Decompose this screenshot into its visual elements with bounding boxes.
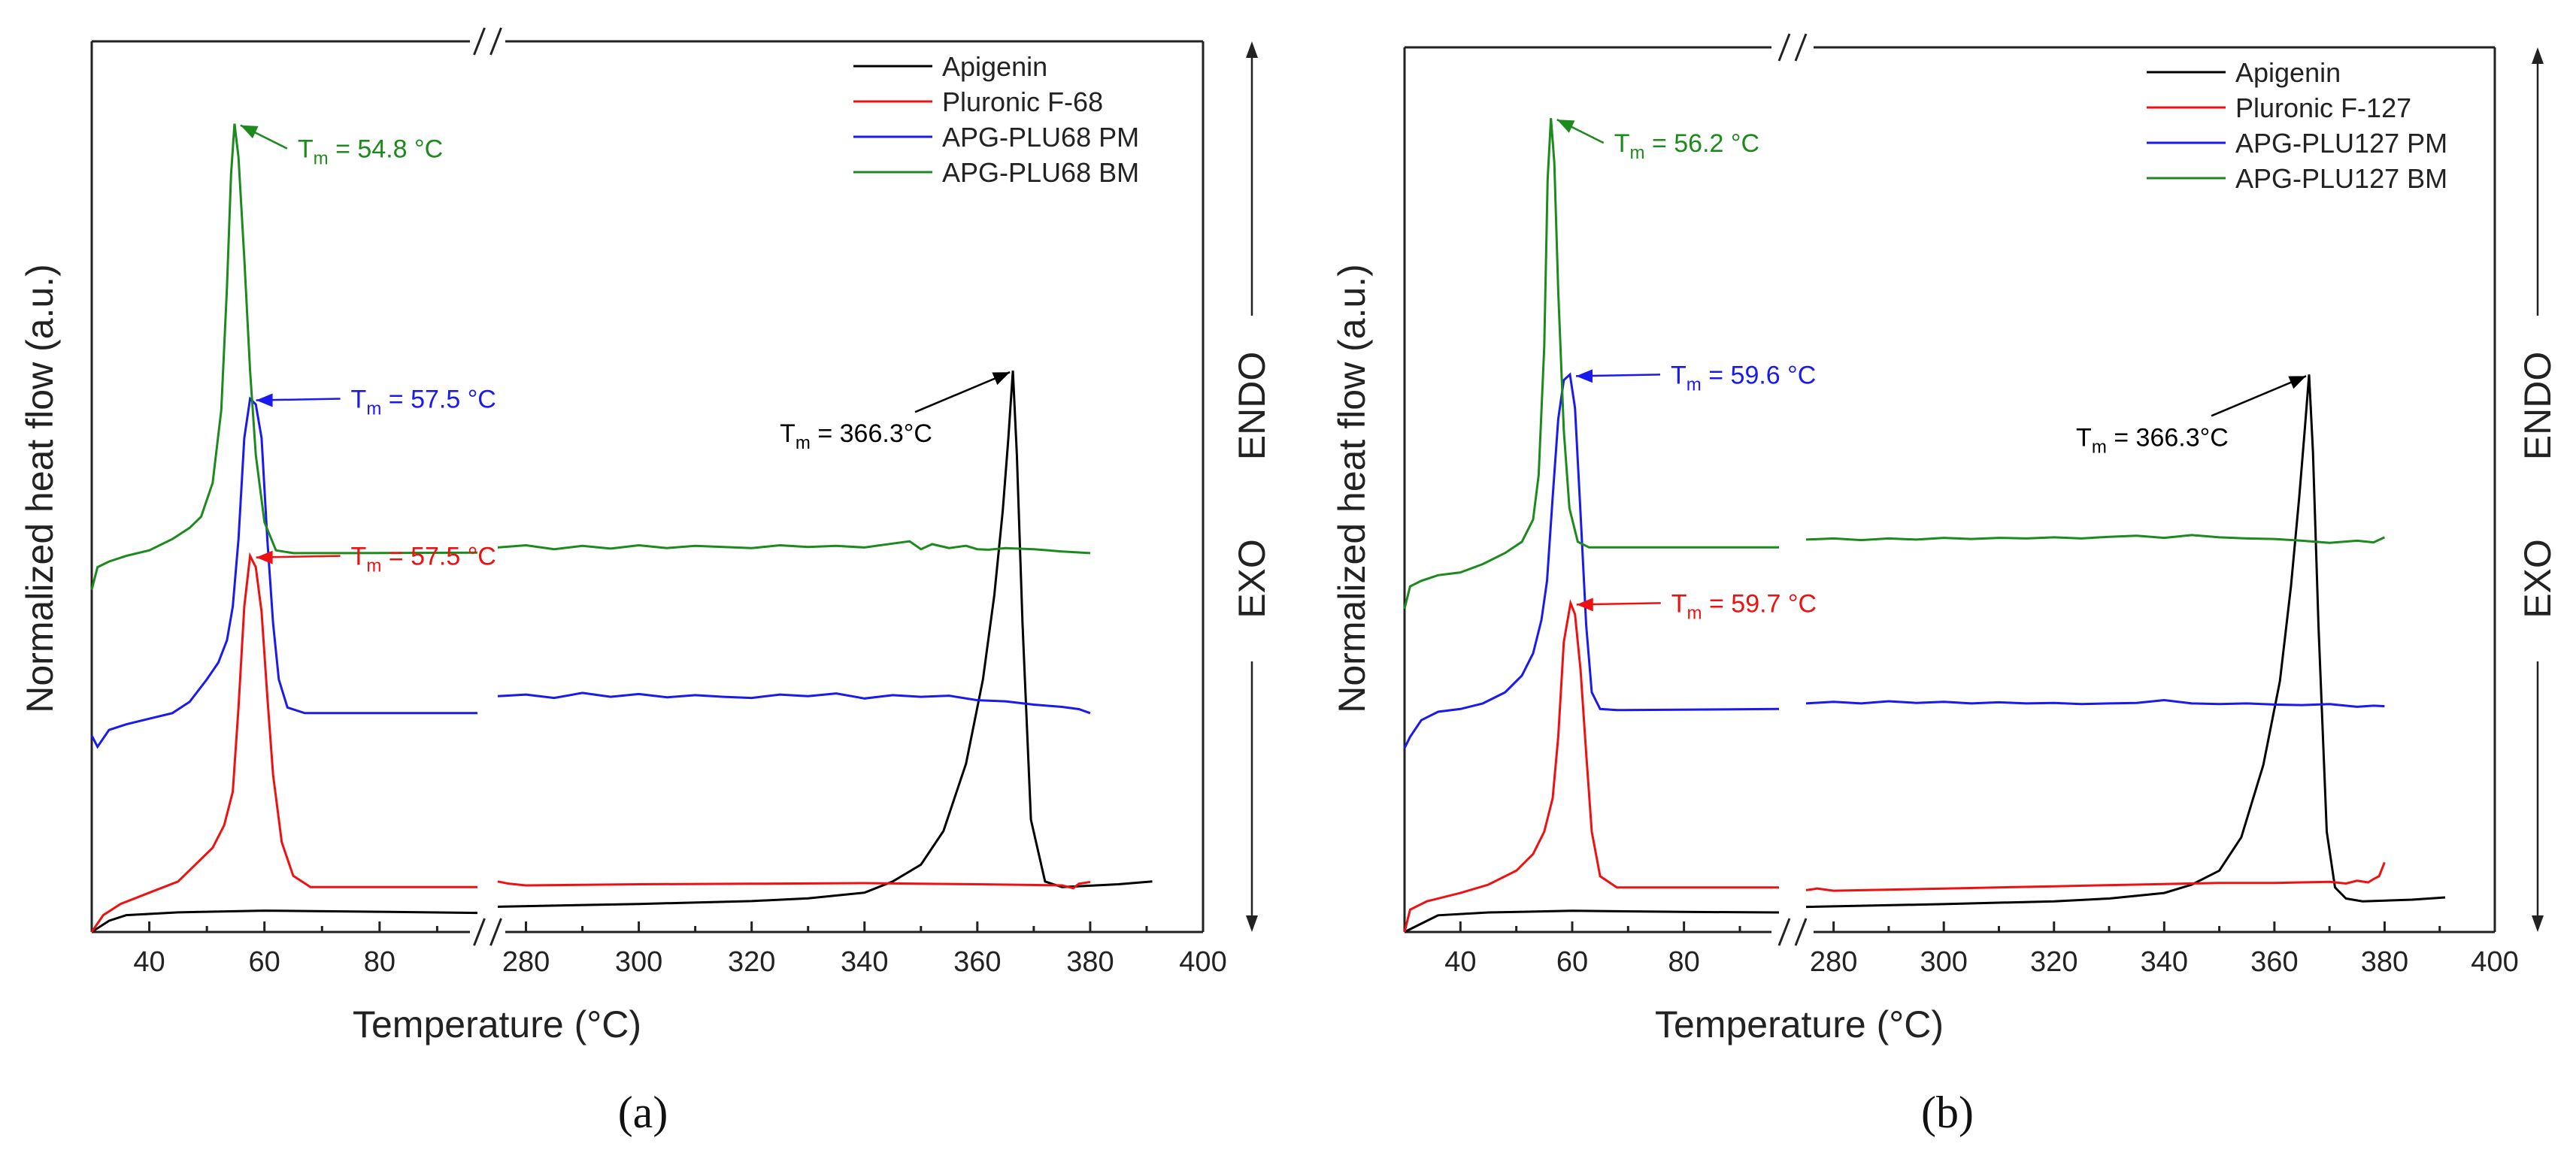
- exo-label: EXO: [2517, 539, 2559, 619]
- annotation-label: Tm = 59.6 °C: [1671, 361, 1816, 395]
- x-tick-label: 380: [2361, 946, 2408, 978]
- series-line-high: [497, 691, 1091, 715]
- annotation-label: Tm = 366.3°C: [780, 419, 932, 453]
- x-tick-label: 400: [1179, 946, 1226, 978]
- x-tick-label: 60: [1556, 946, 1588, 978]
- annotation-arrowhead: [1556, 120, 1575, 133]
- y-axis-label: Normalized heat flow (a.u.): [19, 264, 61, 713]
- y-axis-label: Normalized heat flow (a.u.): [1331, 264, 1373, 713]
- exo-label: EXO: [1231, 539, 1273, 619]
- exo-arrowhead: [1246, 915, 1258, 932]
- x-tick-label: 60: [249, 946, 280, 978]
- annotation-arrowhead: [1576, 369, 1593, 383]
- x-tick-label: 320: [2030, 946, 2077, 978]
- endo-label: ENDO: [1231, 352, 1273, 460]
- annotation-arrowhead: [992, 372, 1011, 386]
- annotation-label: Tm = 57.5 °C: [351, 543, 496, 576]
- chart-panel-a: 40 60 80 280 300 320 340 360 380 400 Temperature (…: [19, 27, 1273, 1137]
- panel-label: (b): [1921, 1088, 1974, 1137]
- axis-break-mark: [489, 27, 502, 56]
- legend-entry: Pluronic F-68: [942, 86, 1103, 117]
- series-line-low: [1403, 372, 1780, 749]
- x-tick-label: 40: [133, 946, 165, 978]
- annotation-label: Tm = 59.7 °C: [1671, 589, 1817, 623]
- exo-arrowhead: [2532, 915, 2544, 932]
- x-tick-label: 300: [1920, 946, 1967, 978]
- x-tick-label: 320: [728, 946, 775, 978]
- legend-entry: Apigenin: [2235, 57, 2341, 88]
- axis-break-mark: [1777, 918, 1791, 946]
- series-line-high: [497, 540, 1090, 555]
- chart-panel-b: 40 60 80 280 300 320 340 360 380 400 Temperature (…: [1331, 33, 2559, 1137]
- annotation-arrowhead: [256, 393, 273, 407]
- annotation-label: Tm = 57.5 °C: [351, 386, 496, 419]
- annotation-label: Tm = 54.8 °C: [298, 135, 443, 169]
- legend-entry: APG-PLU68 BM: [942, 157, 1139, 188]
- annotation-arrowhead: [240, 125, 259, 139]
- annotation-label: Tm = 366.3°C: [2076, 423, 2229, 457]
- annotation-label: Tm = 56.2 °C: [1614, 129, 1759, 163]
- series-line-low: [90, 552, 477, 933]
- axis-break-mark: [473, 27, 486, 56]
- x-axis-label: Temperature (°C): [1655, 1003, 1944, 1045]
- axis-break-mark: [473, 918, 486, 946]
- axis-break-mark: [1794, 33, 1808, 62]
- panel-label: (a): [618, 1088, 668, 1137]
- series-line-high: [1805, 861, 2386, 892]
- axis-break-mark: [1777, 33, 1791, 62]
- x-tick-label: 300: [615, 946, 662, 978]
- x-tick-label: 340: [2141, 946, 2188, 978]
- series-line-high: [497, 880, 1091, 890]
- x-tick-label: 40: [1444, 946, 1476, 978]
- endo-label: ENDO: [2517, 352, 2559, 460]
- endo-arrowhead: [1246, 41, 1258, 58]
- axis-break-mark: [489, 918, 502, 946]
- x-tick-label: 280: [1810, 946, 1857, 978]
- annotation-arrowhead: [2288, 376, 2307, 389]
- legend-entry: Pluronic F-127: [2235, 92, 2411, 123]
- x-tick-label: 360: [2250, 946, 2298, 978]
- series-line-high: [1805, 374, 2446, 909]
- annotation-arrow: [914, 371, 1011, 413]
- x-tick-label: 360: [953, 946, 1001, 978]
- legend-entry: APG-PLU127 BM: [2235, 163, 2447, 194]
- series-line-high: [1805, 534, 2386, 544]
- series-line-high: [1805, 698, 2385, 708]
- annotation-arrow: [2211, 375, 2307, 417]
- legend-entry: APG-PLU68 PM: [942, 122, 1139, 153]
- x-tick-label: 280: [502, 946, 550, 978]
- x-tick-label: 80: [364, 946, 395, 978]
- legend-entry: APG-PLU127 PM: [2235, 128, 2447, 159]
- x-tick-label: 400: [2471, 946, 2518, 978]
- series-line-high: [497, 371, 1153, 908]
- x-tick-label: 340: [841, 946, 888, 978]
- series-line-low: [90, 123, 478, 590]
- series-line-low: [1404, 909, 1780, 933]
- annotation-arrowhead: [1576, 598, 1593, 612]
- x-tick-label: 80: [1668, 946, 1700, 978]
- legend-entry: Apigenin: [942, 51, 1047, 82]
- series-line-low: [91, 909, 478, 933]
- series-line-low: [90, 396, 477, 749]
- x-axis-label: Temperature (°C): [353, 1003, 641, 1045]
- x-tick-label: 380: [1066, 946, 1114, 978]
- series-line-low: [1403, 118, 1779, 610]
- endo-arrowhead: [2532, 47, 2544, 64]
- annotation-arrowhead: [256, 550, 273, 564]
- axis-break-mark: [1794, 918, 1808, 946]
- series-line-low: [1403, 598, 1779, 933]
